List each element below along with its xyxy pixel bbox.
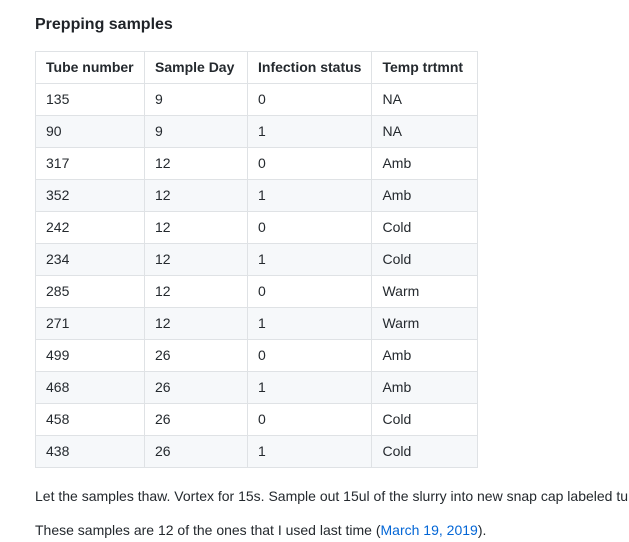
table-cell: 12 <box>144 275 248 308</box>
table-cell: 12 <box>144 211 248 244</box>
samples-table: Tube number Sample Day Infection status Tem… <box>35 51 479 468</box>
page-title: Prepping samples <box>35 16 173 33</box>
table-cell: 12 <box>144 147 248 180</box>
table-cell: 12 <box>144 307 248 340</box>
table-header-cell: Tube number <box>35 51 145 84</box>
date-link[interactable]: March 19, 2019 <box>380 522 478 538</box>
table-cell: 234 <box>35 243 145 276</box>
table-row: 135 9 0 NA <box>35 83 479 116</box>
table-cell: Cold <box>371 435 479 468</box>
table-cell: Cold <box>371 403 479 436</box>
table-cell: 12 <box>144 179 248 212</box>
table-cell: 1 <box>246 307 373 340</box>
note-prefix: These samples are 12 of the ones that I … <box>35 522 381 538</box>
table-row: 438 26 1 Cold <box>35 435 479 468</box>
table-row: 352 12 1 Amb <box>35 179 479 212</box>
table-cell: 352 <box>35 179 145 212</box>
table-cell: 285 <box>35 275 145 308</box>
table-row: 90 9 1 NA <box>35 115 479 148</box>
instructions-paragraph: Let the samples thaw. Vortex for 15s. Sa… <box>35 488 629 504</box>
table-head: Tube number Sample Day Infection status Tem… <box>35 51 479 84</box>
table-cell: 1 <box>246 243 373 276</box>
table-row: 271 12 1 Warm <box>35 307 479 340</box>
table-cell: Cold <box>371 211 479 244</box>
table-header-cell: Sample Day <box>144 51 248 84</box>
table-cell: 271 <box>35 307 145 340</box>
table-cell: 1 <box>246 115 373 148</box>
table-cell: 1 <box>246 371 373 404</box>
table-body: 135 9 0 NA 90 9 1 NA 317 12 0 Amb 352 12 1 Amb 242 12 0 Col… <box>35 83 479 468</box>
table-cell: 1 <box>246 179 373 212</box>
table-cell: 458 <box>35 403 145 436</box>
table-cell: 0 <box>246 339 373 372</box>
table-cell: NA <box>371 83 479 116</box>
table-row: 285 12 0 Warm <box>35 275 479 308</box>
table-header-cell: Infection status <box>246 51 373 84</box>
table-cell: 26 <box>144 403 248 436</box>
table-cell: 26 <box>144 435 248 468</box>
table-cell: Cold <box>371 243 479 276</box>
note-suffix: ). <box>477 522 487 538</box>
table-row: 317 12 0 Amb <box>35 147 479 180</box>
table-cell: 0 <box>246 403 373 436</box>
table-row: 468 26 1 Amb <box>35 371 479 404</box>
table-cell: 242 <box>35 211 145 244</box>
table-row: 458 26 0 Cold <box>35 403 479 436</box>
table-row: 242 12 0 Cold <box>35 211 479 244</box>
table-cell: 1 <box>246 435 373 468</box>
table-cell: 499 <box>35 339 145 372</box>
table-cell: 9 <box>144 115 248 148</box>
table-cell: Amb <box>371 371 479 404</box>
note-paragraph: These samples are 12 of the ones that I … <box>35 520 594 541</box>
table-cell: 90 <box>35 115 145 148</box>
table-cell: 135 <box>35 83 145 116</box>
table-cell: Warm <box>371 275 479 308</box>
table-cell: Amb <box>371 339 479 372</box>
table-cell: 12 <box>144 243 248 276</box>
table-cell: Warm <box>371 307 479 340</box>
table-head-row: Tube number Sample Day Infection status Tem… <box>35 51 479 84</box>
table-cell: 0 <box>246 83 373 116</box>
table-cell: 26 <box>144 339 248 372</box>
table-cell: 26 <box>144 371 248 404</box>
table-cell: NA <box>371 115 479 148</box>
table-cell: 438 <box>35 435 145 468</box>
table-cell: Amb <box>371 147 479 180</box>
table-row: 234 12 1 Cold <box>35 243 479 276</box>
table-cell: 9 <box>144 83 248 116</box>
table-cell: 317 <box>35 147 145 180</box>
table-header-cell: Temp trtmnt <box>371 51 479 84</box>
table-row: 499 26 0 Amb <box>35 339 479 372</box>
table-cell: 0 <box>246 211 373 244</box>
table-cell: 0 <box>246 147 373 180</box>
table-cell: 468 <box>35 371 145 404</box>
table-cell: 0 <box>246 275 373 308</box>
table-cell: Amb <box>371 179 479 212</box>
